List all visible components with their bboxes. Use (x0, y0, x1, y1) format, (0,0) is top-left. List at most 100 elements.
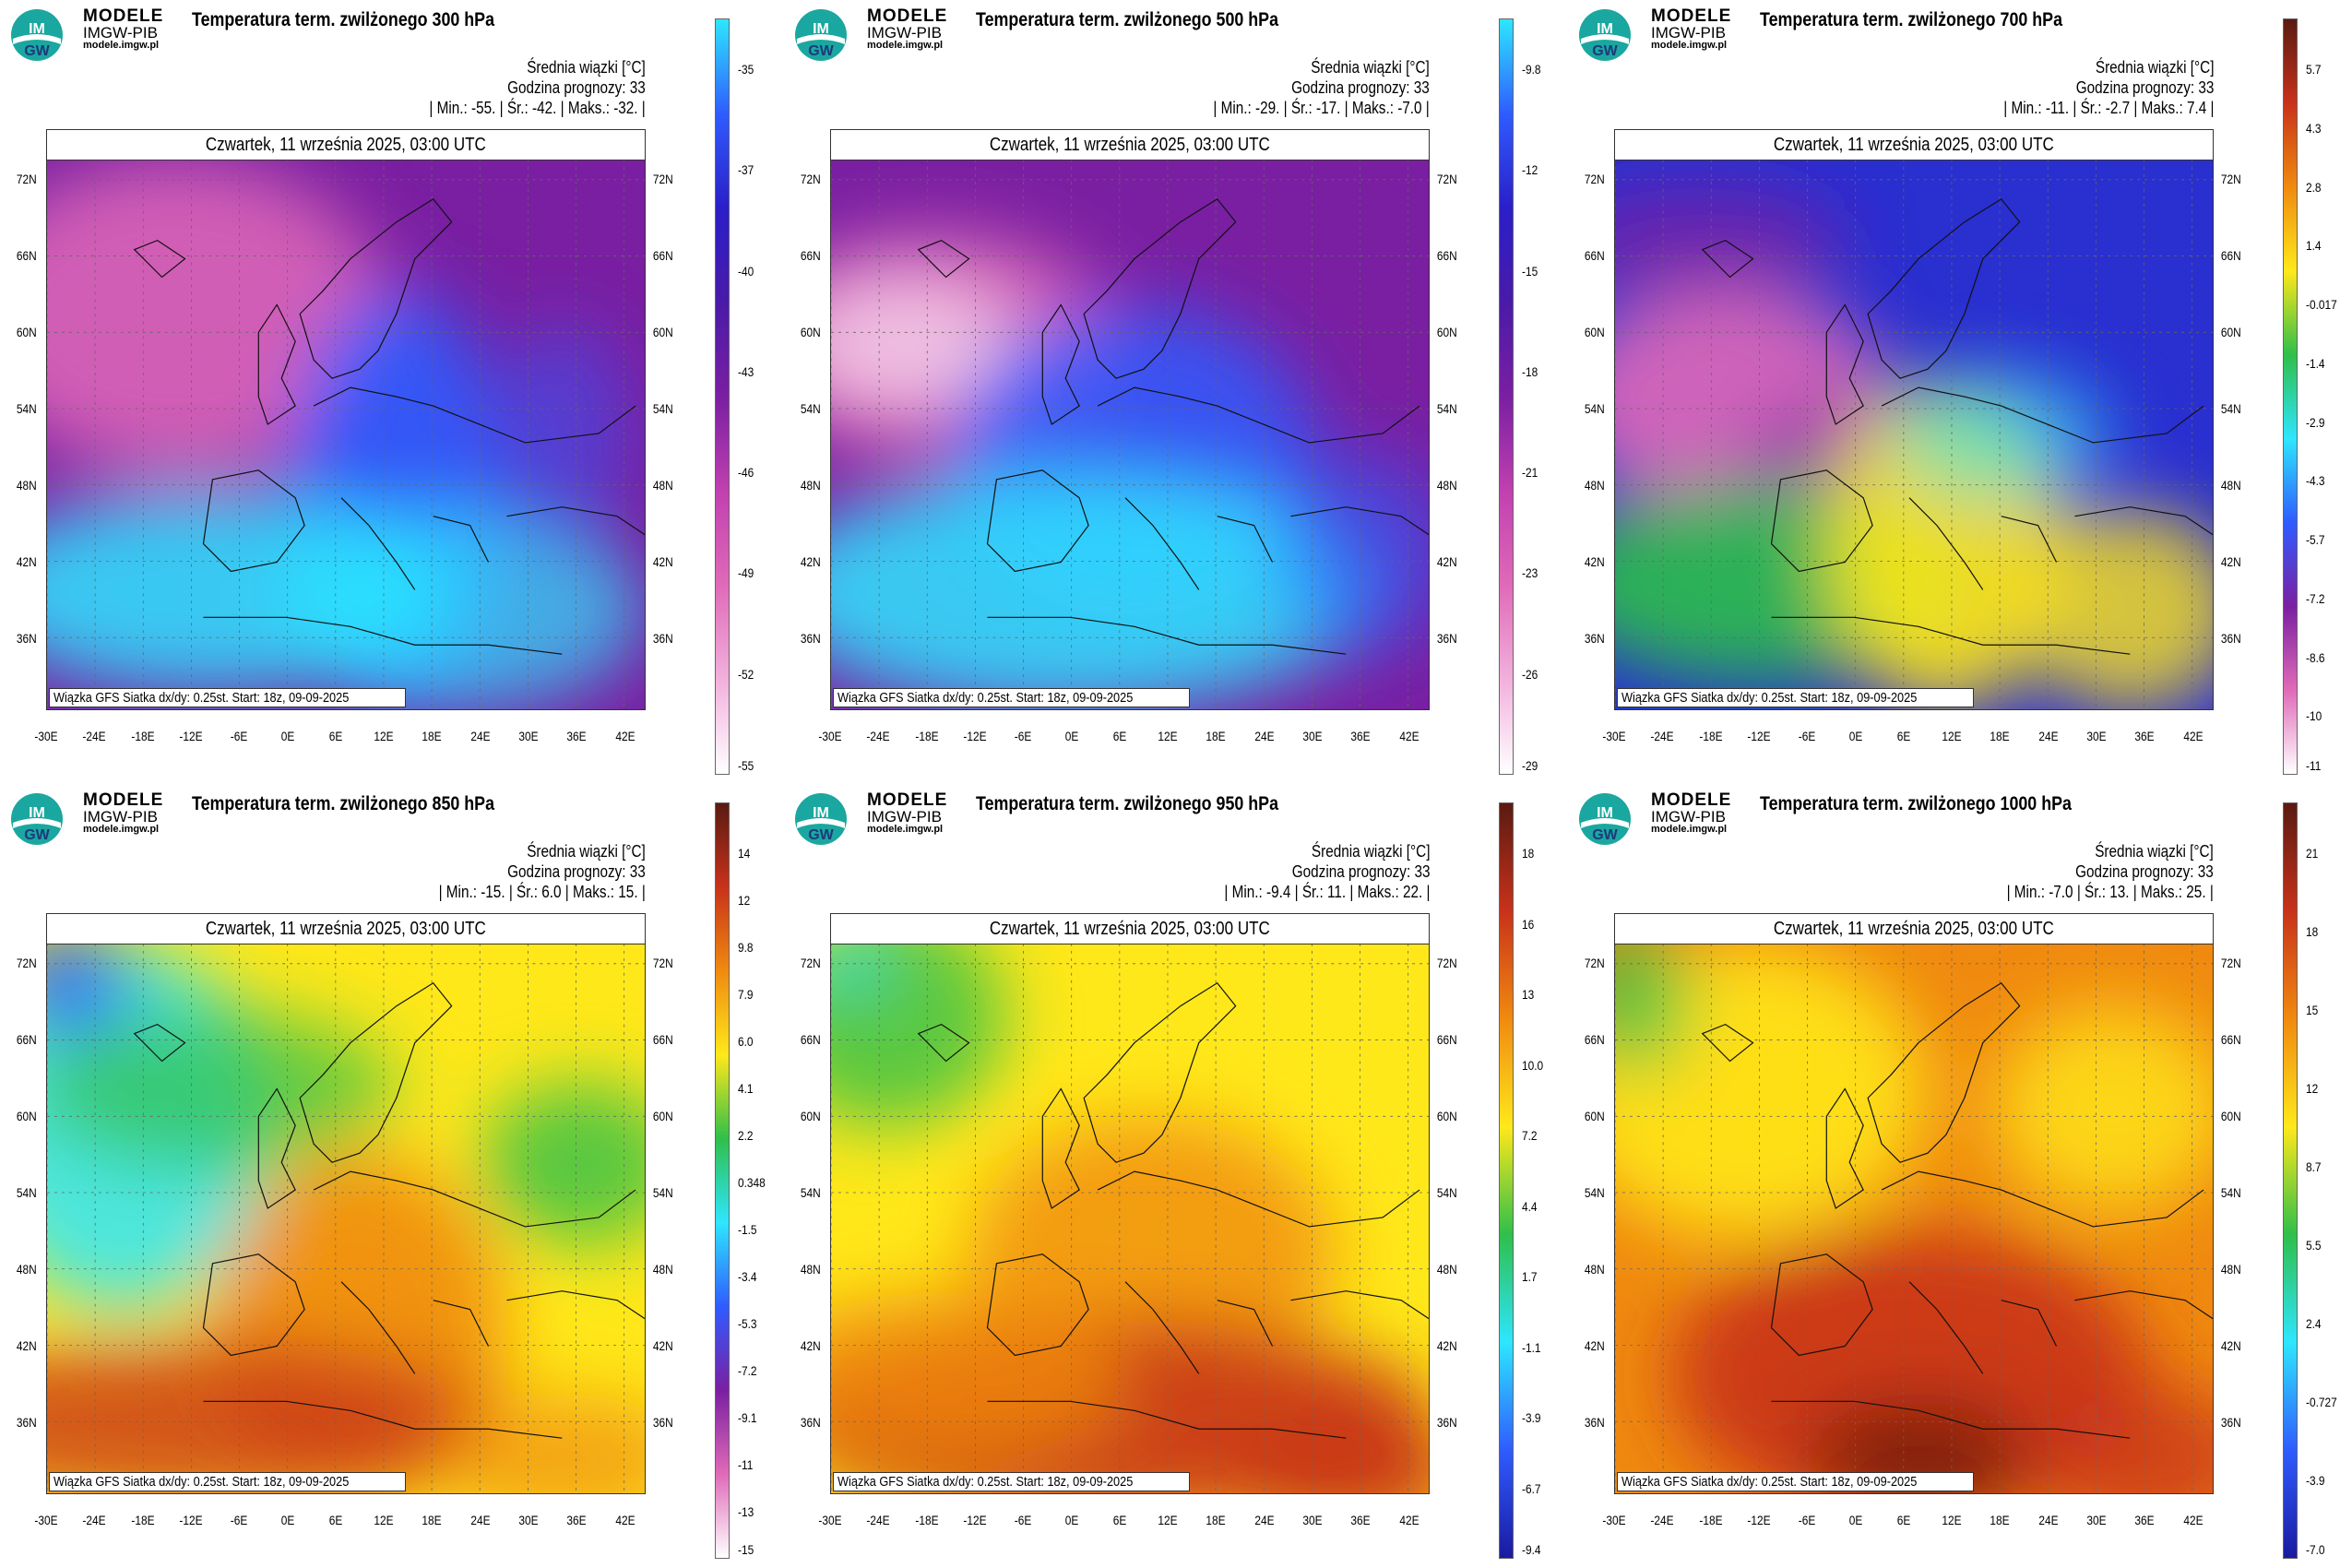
coastline (917, 981, 1429, 1439)
longitude-label: 36E (2134, 1513, 2155, 1527)
logo-bottom-text: GW (808, 827, 834, 843)
colorbar-tick-label: -2.9 (2306, 414, 2325, 430)
longitude-label: 30E (1302, 729, 1323, 743)
colorbar-tick-label: -35 (738, 62, 754, 77)
latitude-label: 72N (800, 956, 821, 970)
longitude-label: 6E (1112, 729, 1127, 743)
latitude-label: 48N (652, 1262, 673, 1277)
latitude-label: 42N (1436, 554, 1457, 569)
temperature-region (47, 1338, 489, 1493)
mean-label: Średnia wiązki [°C] (527, 58, 646, 77)
date-text: Czwartek, 11 września 2025, 03:00 UTC (990, 919, 1270, 939)
longitude-label: 42E (2183, 729, 2204, 743)
colorbar-tick-label: -12 (1522, 162, 1538, 178)
temperature-region (831, 933, 886, 990)
source-box: Wiązka GFS Siatka dx/dy: 0.25st. Start: … (833, 1472, 1190, 1491)
colorbar-tick-label: -9.1 (738, 1410, 757, 1425)
latitude-label: 72N (652, 172, 673, 186)
colorbar (1499, 802, 1514, 1559)
temperature-region (497, 325, 627, 546)
colorbar-tick-label: 15 (2306, 1003, 2319, 1017)
mean-label: Średnia wiązki [°C] (2095, 842, 2214, 861)
colorbar-tick-label: -13 (738, 1504, 754, 1519)
longitude-label: -24E (82, 1513, 106, 1527)
brand-line2: IMGW-PIB (867, 24, 942, 42)
colorbar-tick-label: 4.1 (738, 1081, 754, 1096)
longitude-label: 42E (1399, 1513, 1420, 1527)
temperature-map[interactable]: Czwartek, 11 września 2025, 03:00 UTC Wi… (46, 129, 646, 710)
latitude-label: 66N (800, 248, 821, 263)
latitude-label: 42N (2220, 1338, 2241, 1353)
brand-block: MODELE IMGW-PIB modele.imgw.pl (83, 791, 163, 835)
logo-bottom-text: GW (808, 43, 834, 59)
latitude-label: 48N (16, 1262, 37, 1277)
longitude-label: 0E (1064, 729, 1078, 743)
latitude-label: 42N (800, 1338, 821, 1353)
temperature-map[interactable]: Czwartek, 11 września 2025, 03:00 UTC Wi… (830, 913, 1430, 1494)
colorbar-tick-label: -7.0 (2306, 1542, 2325, 1557)
temperature-region (1669, 1228, 2149, 1493)
longitude-label: -30E (818, 729, 842, 743)
longitude-label: 0E (1848, 1513, 1862, 1527)
longitude-label: 6E (328, 729, 343, 743)
longitude-label: -18E (131, 729, 155, 743)
forecast-panel-6: IM GW MODELE IMGW-PIB modele.imgw.pl Tem… (1568, 784, 2352, 1568)
colorbar (1499, 18, 1514, 775)
latitude-label: 48N (652, 478, 673, 493)
latitude-label: 36N (1584, 631, 1605, 646)
longitude-label: 30E (2086, 1513, 2107, 1527)
temperature-region (479, 1081, 645, 1247)
logo-top-text: IM (29, 805, 45, 821)
latitude-label: 36N (800, 1415, 821, 1430)
colorbar-tick-label: -1.1 (1522, 1339, 1541, 1355)
colorbar-tick-label: -0.017 (2306, 297, 2337, 312)
longitude-label: 42E (1399, 729, 1420, 743)
source-text: Wiązka GFS Siatka dx/dy: 0.25st. Start: … (1621, 1474, 1918, 1490)
mean-label: Średnia wiązki [°C] (1311, 58, 1430, 77)
latitude-label: 60N (652, 1109, 673, 1123)
date-text: Czwartek, 11 września 2025, 03:00 UTC (1774, 135, 2054, 155)
latitude-label: 36N (16, 1415, 37, 1430)
longitude-label: 18E (1990, 729, 2010, 743)
source-text: Wiązka GFS Siatka dx/dy: 0.25st. Start: … (837, 1474, 1134, 1490)
colorbar-tick-label: 5.7 (2306, 62, 2322, 77)
temperature-map[interactable]: Czwartek, 11 września 2025, 03:00 UTC Wi… (1614, 129, 2214, 710)
latitude-label: 66N (1436, 248, 1457, 263)
longitude-label: 12E (1158, 729, 1178, 743)
colorbar-tick-label: 5.5 (2306, 1238, 2322, 1253)
colorbar-tick-label: -6.7 (1522, 1480, 1541, 1496)
longitude-label: -6E (1798, 1513, 1816, 1527)
latitude-label: 36N (1436, 631, 1457, 646)
forecast-panel-1: IM GW MODELE IMGW-PIB modele.imgw.pl Tem… (0, 0, 784, 784)
temperature-map[interactable]: Czwartek, 11 września 2025, 03:00 UTC Wi… (830, 129, 1430, 710)
latitude-label: 54N (652, 1185, 673, 1200)
brand-line3: modele.imgw.pl (83, 40, 160, 51)
longitude-label: 24E (470, 729, 491, 743)
colorbar (715, 802, 730, 1559)
colorbar-tick-label: 21 (2306, 846, 2319, 861)
temperature-region (47, 924, 130, 1036)
latitude-label: 54N (800, 1185, 821, 1200)
brand-line1: MODELE (1651, 790, 1732, 810)
temperature-map[interactable]: Czwartek, 11 września 2025, 03:00 UTC Wi… (46, 913, 646, 1494)
colorbar-tick-label: -26 (1522, 666, 1538, 682)
logo-bottom-text: GW (1592, 827, 1618, 843)
longitude-label: 0E (280, 729, 294, 743)
date-text: Czwartek, 11 września 2025, 03:00 UTC (1774, 919, 2054, 939)
brand-line3: modele.imgw.pl (83, 824, 160, 835)
source-text: Wiązka GFS Siatka dx/dy: 0.25st. Start: … (837, 690, 1134, 706)
latitude-label: 42N (800, 554, 821, 569)
temperature-map[interactable]: Czwartek, 11 września 2025, 03:00 UTC Wi… (1614, 913, 2214, 1494)
colorbar-tick-label: -55 (738, 758, 754, 773)
forecast-panel-2: IM GW MODELE IMGW-PIB modele.imgw.pl Tem… (784, 0, 1568, 784)
latitude-label: 54N (2220, 1185, 2241, 1200)
colorbar-tick-label: 6.0 (738, 1034, 754, 1049)
stats-line: | Min.: -15. | Śr.: 6.0 | Maks.: 15. | (438, 883, 646, 901)
longitude-label: 18E (1206, 729, 1226, 743)
latitude-label: 66N (1584, 1032, 1605, 1047)
longitude-label: -30E (1602, 1513, 1626, 1527)
stats-line: | Min.: -9.4 | Śr.: 11. | Maks.: 22. | (1223, 883, 1430, 901)
longitude-label: -12E (1747, 1513, 1771, 1527)
latitude-label: 60N (1584, 325, 1605, 339)
brand-line3: modele.imgw.pl (867, 40, 944, 51)
